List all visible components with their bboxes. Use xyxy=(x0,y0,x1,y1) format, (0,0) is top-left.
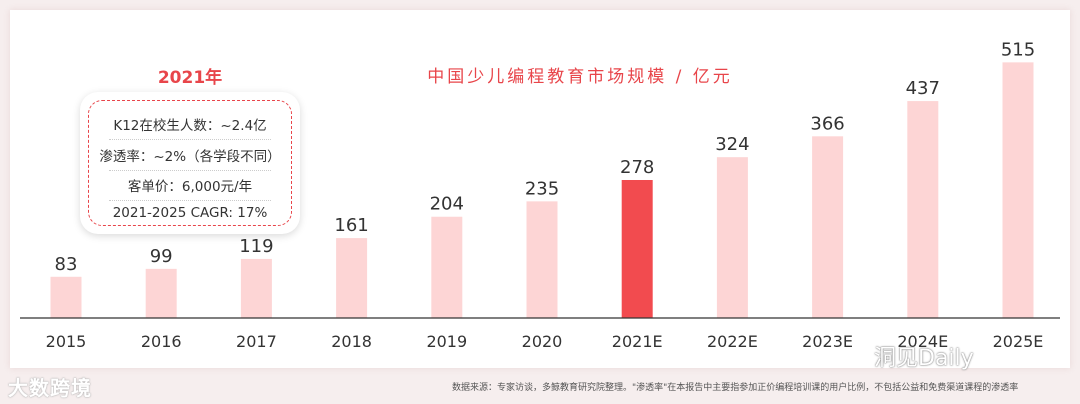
bar-2024E xyxy=(907,101,939,318)
annotation-year: 2021年 xyxy=(157,68,223,88)
bar-2017 xyxy=(240,258,272,318)
annotation-divider xyxy=(109,200,271,201)
category-label-2024E: 2024E xyxy=(897,332,948,351)
value-label-2015: 83 xyxy=(55,254,78,275)
chart-title: 中国少儿编程教育市场规模 / 亿元 xyxy=(427,67,733,87)
value-label-2018: 161 xyxy=(334,215,368,236)
category-label-2025E: 2025E xyxy=(993,332,1044,351)
value-label-2017: 119 xyxy=(239,236,273,257)
value-label-2022E: 324 xyxy=(715,134,749,155)
annotation-line-students: K12在校生人数：~2.4亿 xyxy=(113,118,267,134)
source-note: 数据来源：专家访谈，多鲸教育研究院整理。"渗透率"在本报告中主要指参加正价编程培… xyxy=(452,383,1019,393)
bar-2022E xyxy=(716,157,748,318)
value-label-2019: 204 xyxy=(430,194,464,215)
annotation-divider xyxy=(109,139,271,140)
category-label-2022E: 2022E xyxy=(707,332,758,351)
value-label-2020: 235 xyxy=(525,178,559,199)
bar-2016 xyxy=(145,268,177,318)
bar-2018 xyxy=(336,238,368,318)
value-label-2021E: 278 xyxy=(620,157,654,178)
annotation-line-penetration: 渗透率：~2%（各学段不同） xyxy=(99,149,281,165)
category-label-2017: 2017 xyxy=(236,332,277,351)
bar-2025E xyxy=(1002,62,1034,318)
bar-2021E xyxy=(621,179,653,318)
watermark-left: 大数跨境 xyxy=(8,376,92,400)
value-label-2023E: 366 xyxy=(810,113,844,134)
annotation-divider xyxy=(109,170,271,171)
category-label-2016: 2016 xyxy=(141,332,182,351)
category-label-2019: 2019 xyxy=(426,332,467,351)
category-label-2018: 2018 xyxy=(331,332,372,351)
value-label-2024E: 437 xyxy=(906,78,940,99)
category-label-2020: 2020 xyxy=(522,332,563,351)
annotation-line-cagr: 2021-2025 CAGR: 17% xyxy=(112,205,268,221)
category-label-2021E: 2021E xyxy=(612,332,663,351)
watermark-right: 洞见Daily xyxy=(874,346,974,371)
bar-2020 xyxy=(526,201,558,318)
value-label-2016: 99 xyxy=(150,246,173,267)
annotation-dashed-border: K12在校生人数：~2.4亿 渗透率：~2%（各学段不同） 客单价：6,000元… xyxy=(88,100,292,226)
bar-2015 xyxy=(50,276,82,318)
bar-2023E xyxy=(812,136,844,318)
category-label-2023E: 2023E xyxy=(802,332,853,351)
annotation-line-price: 客单价：6,000元/年 xyxy=(127,179,253,195)
bar-2019 xyxy=(431,216,463,318)
annotation-box: K12在校生人数：~2.4亿 渗透率：~2%（各学段不同） 客单价：6,000元… xyxy=(80,92,300,234)
value-label-2025E: 515 xyxy=(1001,39,1035,60)
category-label-2015: 2015 xyxy=(46,332,87,351)
